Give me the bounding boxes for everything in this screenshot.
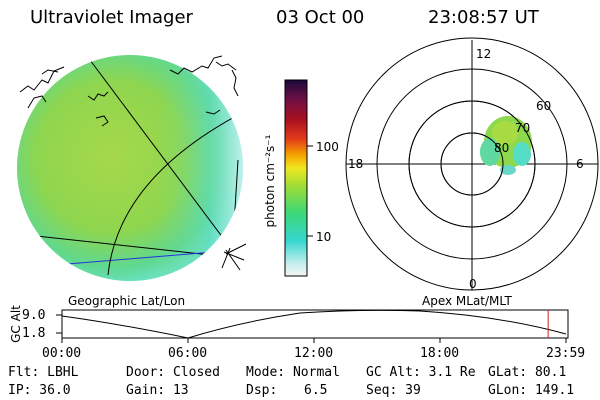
mlat-label-70: 70 bbox=[515, 121, 531, 135]
altitude-tick-1-8: 1.8 bbox=[22, 326, 46, 341]
observation-date: 03 Oct 00 bbox=[276, 7, 365, 28]
colorbar-unit-label: photon cm⁻²s⁻¹ bbox=[263, 134, 277, 228]
time-tick-0000: 00:00 bbox=[42, 346, 82, 361]
altitude-tick-9: 9.0 bbox=[22, 308, 46, 323]
geographic-caption: Geographic Lat/Lon bbox=[68, 294, 186, 308]
instrument-title: Ultraviolet Imager bbox=[30, 7, 193, 28]
altitude-chart bbox=[56, 309, 569, 343]
status-gain: Gain: 13 bbox=[126, 383, 189, 398]
status-seq: Seq: 39 bbox=[366, 383, 421, 398]
mlt-label-0: 0 bbox=[469, 277, 477, 291]
auroral-oval-blob bbox=[480, 116, 532, 175]
mlt-label-6: 6 bbox=[576, 157, 584, 171]
polar-plot bbox=[345, 37, 599, 291]
status-glat: GLat: 80.1 bbox=[488, 365, 567, 380]
status-filter: Flt: LBHL bbox=[8, 365, 79, 380]
status-dsp-label: Dsp: bbox=[246, 383, 278, 398]
status-dsp-value: 6.5 bbox=[304, 383, 328, 398]
mlat-label-60: 60 bbox=[536, 99, 552, 113]
colorbar-tick-10: 10 bbox=[316, 230, 332, 244]
status-gc-alt: GC Alt: 3.1 Re bbox=[366, 365, 476, 380]
time-tick-1200: 12:00 bbox=[294, 346, 334, 361]
intensity-colorbar bbox=[284, 79, 313, 277]
status-glon: GLon: 149.1 bbox=[488, 383, 575, 398]
mlat-label-80: 80 bbox=[494, 141, 510, 155]
status-mode: Mode: Normal bbox=[246, 365, 340, 380]
time-tick-1800: 18:00 bbox=[420, 346, 460, 361]
observation-time: 23:08:57 UT bbox=[428, 7, 539, 28]
time-tick-2359: 23:59 bbox=[546, 346, 586, 361]
altitude-axis-label: GC Alt bbox=[9, 305, 23, 343]
colorbar-tick-100: 100 bbox=[316, 140, 339, 154]
apex-caption: Apex MLat/MLT bbox=[422, 294, 512, 308]
status-ip: IP: 36.0 bbox=[8, 383, 71, 398]
mlt-label-12: 12 bbox=[476, 47, 492, 61]
time-tick-0600: 06:00 bbox=[168, 346, 208, 361]
geographic-image bbox=[17, 55, 247, 281]
status-door: Door: Closed bbox=[126, 365, 220, 380]
polar-grid-overlay bbox=[408, 100, 536, 228]
mlt-label-18: 18 bbox=[348, 157, 364, 171]
